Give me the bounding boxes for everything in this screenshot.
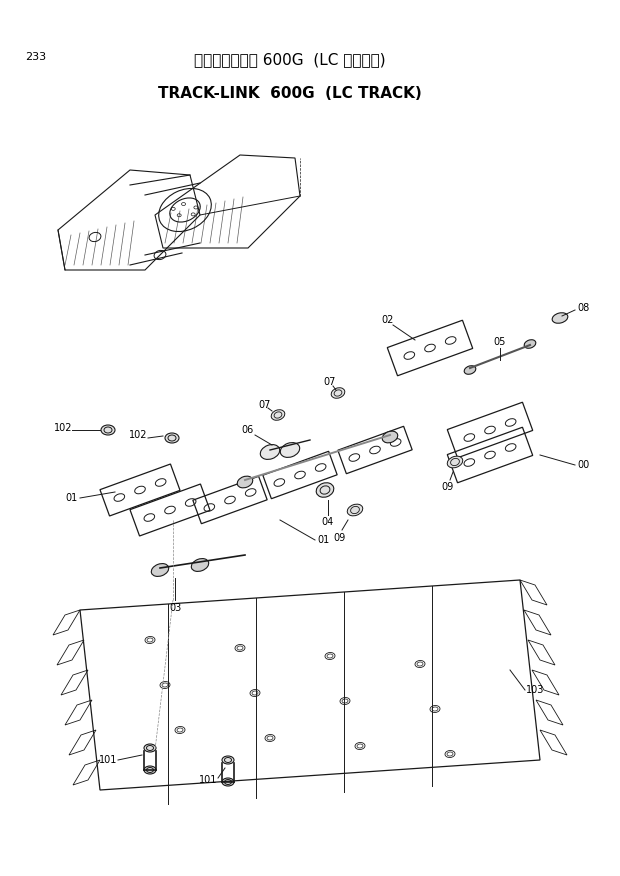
Text: 233: 233 <box>25 52 46 62</box>
Ellipse shape <box>331 388 345 399</box>
Ellipse shape <box>552 313 568 323</box>
Ellipse shape <box>280 442 299 457</box>
Text: 00: 00 <box>577 460 589 470</box>
Ellipse shape <box>447 456 463 468</box>
Text: 102: 102 <box>54 423 73 433</box>
Ellipse shape <box>192 559 209 571</box>
Ellipse shape <box>151 563 169 576</box>
Text: 103: 103 <box>526 685 544 695</box>
Text: 08: 08 <box>577 303 589 313</box>
Ellipse shape <box>165 433 179 443</box>
Ellipse shape <box>144 744 156 752</box>
Ellipse shape <box>464 365 476 374</box>
Text: 06: 06 <box>242 425 254 435</box>
Text: 04: 04 <box>322 517 334 527</box>
Text: 09: 09 <box>442 482 454 492</box>
Text: 01: 01 <box>317 535 329 545</box>
Text: 101: 101 <box>199 775 217 785</box>
Ellipse shape <box>144 766 156 774</box>
Ellipse shape <box>222 756 234 764</box>
Text: 03: 03 <box>169 603 181 613</box>
Text: 102: 102 <box>129 430 148 440</box>
Ellipse shape <box>524 340 536 349</box>
Text: 02: 02 <box>382 315 394 325</box>
Ellipse shape <box>260 445 280 459</box>
Text: 05: 05 <box>494 337 506 347</box>
Ellipse shape <box>316 483 334 498</box>
Text: 101: 101 <box>99 755 117 765</box>
Text: 07: 07 <box>324 377 336 387</box>
Text: TRACK-LINK  600G  (LC TRACK): TRACK-LINK 600G (LC TRACK) <box>158 86 422 101</box>
Ellipse shape <box>101 425 115 435</box>
Text: 01: 01 <box>66 493 78 503</box>
Ellipse shape <box>347 505 363 516</box>
Ellipse shape <box>383 431 398 443</box>
Ellipse shape <box>271 410 285 420</box>
Ellipse shape <box>237 477 253 488</box>
Text: 07: 07 <box>259 400 271 410</box>
Ellipse shape <box>222 778 234 786</box>
Text: トラックリンク 600G  (LC トラック): トラックリンク 600G (LC トラック) <box>194 52 386 67</box>
Text: 09: 09 <box>334 533 346 543</box>
